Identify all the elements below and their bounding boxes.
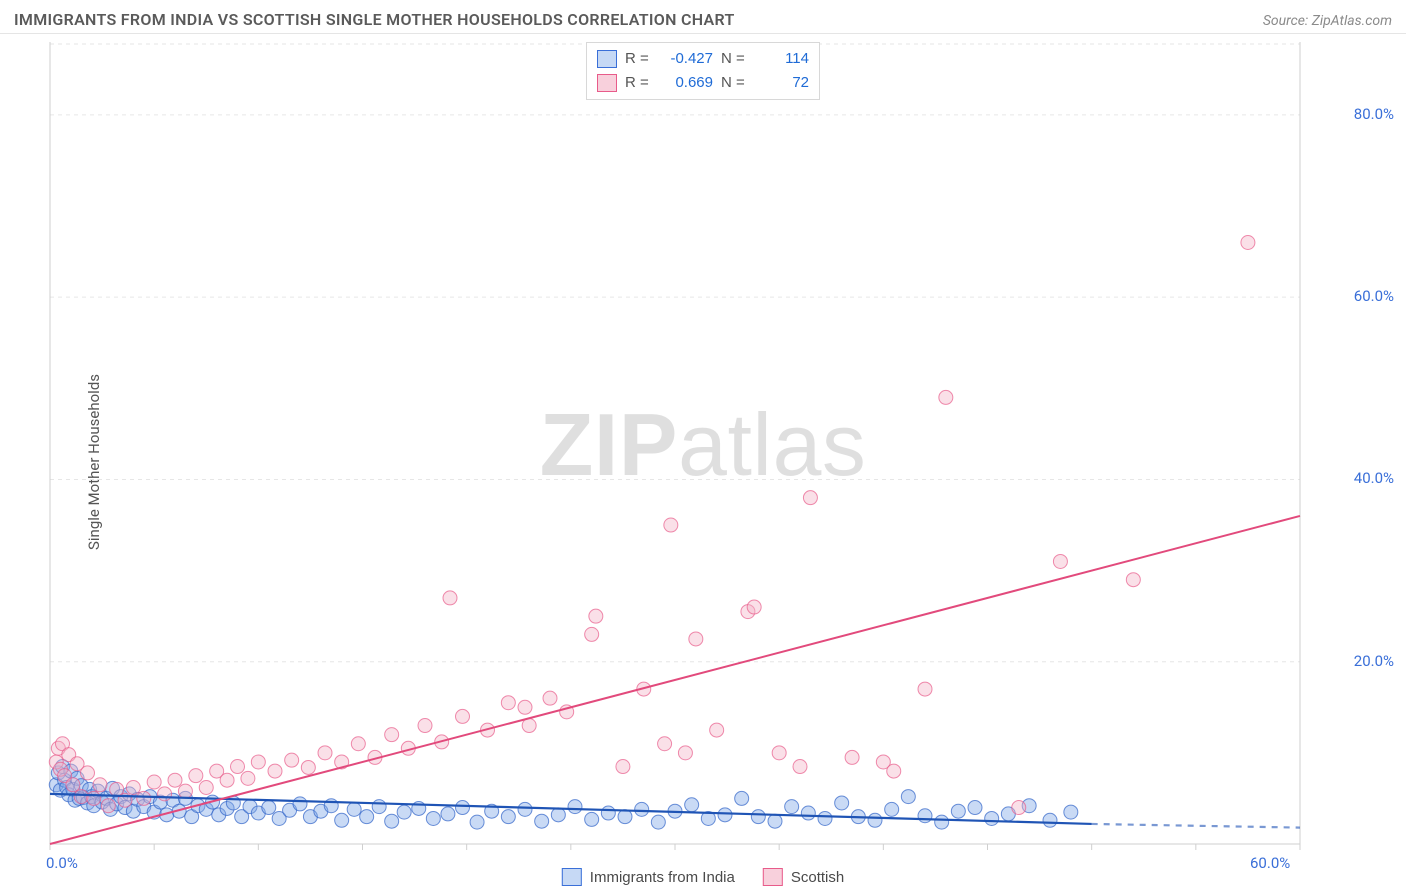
swatch-india	[597, 50, 617, 68]
source-name: ZipAtlas.com	[1312, 13, 1392, 29]
legend-item-scottish: Scottish	[763, 868, 844, 886]
chart-area: Single Mother Households ZIPatlas R = -0…	[0, 33, 1406, 890]
legend-correlation: R = -0.427 N = 114 R = 0.669 N = 72	[586, 42, 820, 100]
swatch-scottish	[597, 74, 617, 92]
r-label: R =	[625, 71, 649, 95]
r-value-india: -0.427	[657, 47, 713, 71]
legend-series: Immigrants from India Scottish	[562, 868, 844, 886]
r-value-scottish: 0.669	[657, 71, 713, 95]
swatch-india	[562, 868, 582, 886]
n-value-scottish: 72	[753, 71, 809, 95]
legend-row-india: R = -0.427 N = 114	[597, 47, 809, 71]
swatch-scottish	[763, 868, 783, 886]
y-tick-label: 20.0%	[1354, 652, 1394, 670]
n-value-india: 114	[753, 47, 809, 71]
chart-title: IMMIGRANTS FROM INDIA VS SCOTTISH SINGLE…	[14, 10, 735, 29]
legend-item-india: Immigrants from India	[562, 868, 735, 886]
scatter-chart-svg	[0, 34, 1406, 890]
source-prefix: Source:	[1263, 13, 1312, 29]
source-attribution: Source: ZipAtlas.com	[1263, 13, 1392, 29]
x-tick-label: 0.0%	[46, 854, 78, 872]
legend-label-india: Immigrants from India	[590, 869, 735, 886]
x-tick-label: 60.0%	[1250, 854, 1290, 872]
r-label: R =	[625, 47, 649, 71]
y-tick-label: 40.0%	[1354, 469, 1394, 487]
legend-row-scottish: R = 0.669 N = 72	[597, 71, 809, 95]
y-tick-label: 60.0%	[1354, 287, 1394, 305]
title-bar: IMMIGRANTS FROM INDIA VS SCOTTISH SINGLE…	[0, 0, 1406, 33]
y-tick-label: 80.0%	[1354, 105, 1394, 123]
legend-label-scottish: Scottish	[791, 869, 844, 886]
n-label: N =	[721, 47, 745, 71]
n-label: N =	[721, 71, 745, 95]
